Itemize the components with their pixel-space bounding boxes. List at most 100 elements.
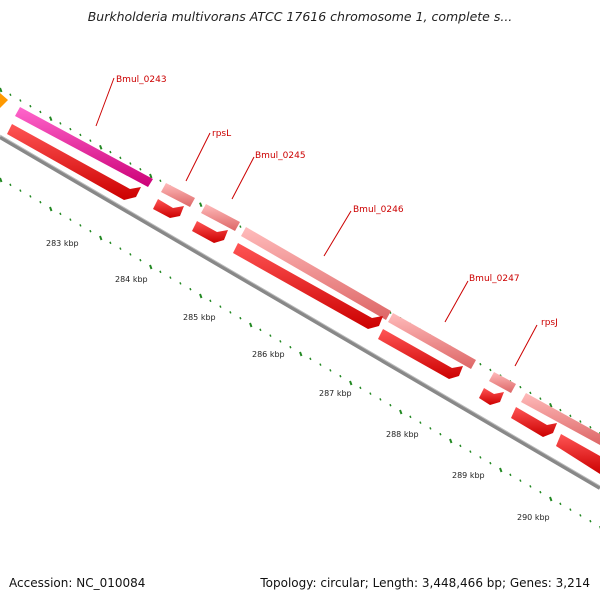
minor-tick <box>539 490 542 494</box>
minor-tick <box>139 258 142 262</box>
minor-tick <box>79 133 82 137</box>
gene-next-lower-1[interactable] <box>511 407 557 437</box>
gene-next-lower-2[interactable] <box>556 434 600 474</box>
minor-tick <box>559 502 562 506</box>
minor-tick <box>109 241 112 245</box>
gene-rpsj-upper[interactable] <box>489 372 516 393</box>
gene-label: Bmul_0243 <box>116 75 167 85</box>
minor-tick <box>569 414 572 418</box>
minor-tick <box>559 408 562 412</box>
gene-rpsl-lower[interactable] <box>153 199 184 218</box>
minor-tick <box>279 340 282 343</box>
minor-tick <box>109 150 112 154</box>
leader-bmul-0243 <box>95 77 115 127</box>
minor-tick <box>239 225 242 228</box>
gene-label: Bmul_0246 <box>353 205 404 215</box>
minor-tick <box>129 253 132 256</box>
gene-rpsj-lower[interactable] <box>479 388 504 405</box>
minor-tick <box>519 479 522 482</box>
minor-tick <box>119 247 122 250</box>
major-tick <box>0 87 3 93</box>
major-tick <box>299 351 303 357</box>
minor-tick <box>589 425 592 429</box>
major-tick <box>249 322 253 328</box>
minor-tick <box>409 415 412 419</box>
minor-tick <box>579 514 582 517</box>
major-tick <box>99 235 103 241</box>
minor-tick <box>69 127 72 131</box>
gene-label: rpsL <box>212 129 231 139</box>
minor-tick <box>229 311 232 314</box>
minor-tick <box>529 391 532 395</box>
minor-tick <box>389 403 392 407</box>
minor-tick <box>289 345 292 349</box>
minor-tick <box>189 287 192 291</box>
gene-bmul-0245-upper[interactable] <box>201 204 240 231</box>
minor-tick <box>269 334 272 337</box>
leader-bmul-0245 <box>231 156 255 200</box>
minor-tick <box>69 218 72 221</box>
kbp-label: 285 kbp <box>183 313 216 322</box>
gene-label: rpsJ <box>541 318 558 328</box>
chromosome-backbone <box>0 135 600 490</box>
major-tick <box>0 177 3 183</box>
minor-tick <box>569 508 572 511</box>
minor-tick <box>469 450 472 453</box>
map-title: Burkholderia multivorans ATCC 17616 chro… <box>87 9 513 24</box>
gene-bmul-0246-upper[interactable] <box>241 227 391 320</box>
major-tick <box>199 293 203 299</box>
minor-tick <box>39 110 42 114</box>
kbp-label: 286 kbp <box>252 350 285 359</box>
minor-tick <box>169 276 172 279</box>
major-tick <box>349 380 353 386</box>
minor-tick <box>89 139 92 142</box>
gene-bmul-0247-upper[interactable] <box>388 313 476 369</box>
minor-tick <box>439 432 442 436</box>
gene-label: Bmul_0245 <box>255 151 306 161</box>
minor-tick <box>579 420 582 423</box>
major-tick <box>549 402 553 408</box>
minor-tick <box>89 229 92 233</box>
minor-tick <box>119 156 122 160</box>
major-tick <box>199 202 203 208</box>
minor-tick <box>19 99 22 102</box>
minor-tick <box>429 427 432 430</box>
gene-bmul-0246-lower[interactable] <box>233 243 383 329</box>
minor-tick <box>519 385 522 389</box>
minor-tick <box>59 212 62 216</box>
minor-tick <box>359 386 362 390</box>
gene-bmul-0243-lower[interactable] <box>7 124 141 200</box>
leader-rpsj <box>514 324 538 367</box>
kbp-label: 289 kbp <box>452 471 485 480</box>
minor-tick <box>589 519 592 523</box>
gene-next-upper[interactable] <box>521 393 600 445</box>
backbone-highlight <box>0 134 600 487</box>
minor-tick <box>129 162 132 165</box>
topology-summary: Topology: circular; Length: 3,448,466 bp… <box>260 576 590 590</box>
kbp-label: 288 kbp <box>386 430 419 439</box>
gene-rpsl-upper[interactable] <box>161 183 195 207</box>
minor-tick <box>39 200 42 204</box>
major-tick <box>49 116 53 122</box>
minor-tick <box>159 270 162 274</box>
inner-tick-track <box>0 177 600 529</box>
major-tick <box>49 206 53 212</box>
gene-bmul-0247-lower[interactable] <box>378 329 463 379</box>
minor-tick <box>489 368 492 372</box>
gene-bmul-0243[interactable] <box>15 107 153 187</box>
kbp-label: 283 kbp <box>46 239 79 248</box>
minor-tick <box>379 398 382 401</box>
minor-tick <box>79 224 82 227</box>
minor-tick <box>509 473 512 477</box>
minor-tick <box>369 392 372 395</box>
major-tick <box>149 173 153 179</box>
minor-tick <box>29 195 32 198</box>
gene-bmul-0245-lower[interactable] <box>192 221 228 243</box>
minor-tick <box>9 93 12 97</box>
major-tick <box>499 467 503 473</box>
minor-tick <box>339 374 342 378</box>
gene-fragment-orange[interactable] <box>0 93 8 108</box>
minor-tick <box>319 363 322 366</box>
kbp-label: 290 kbp <box>517 513 550 522</box>
